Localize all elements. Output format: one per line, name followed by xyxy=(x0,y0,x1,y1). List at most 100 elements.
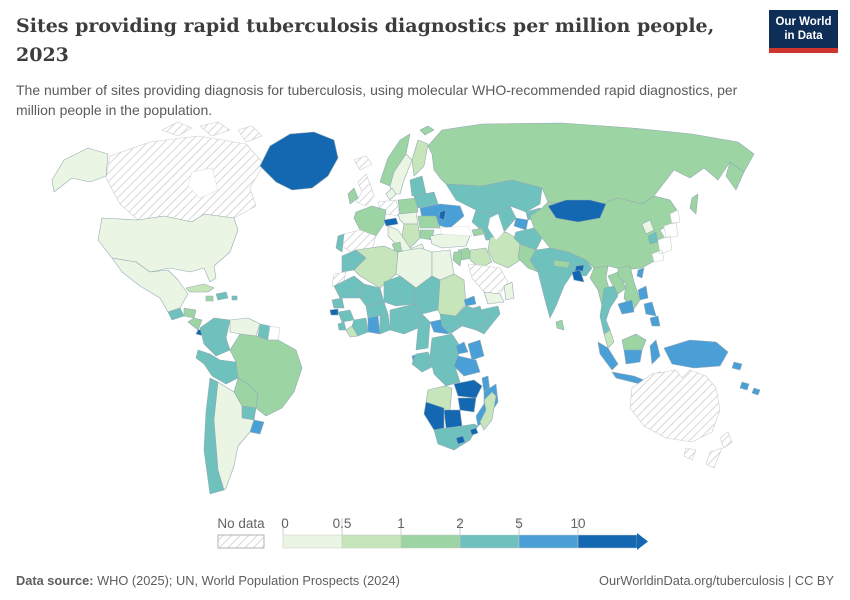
region-finland[interactable] xyxy=(411,139,429,177)
region-poland[interactable] xyxy=(397,197,419,215)
legend-swatch-5-10[interactable] xyxy=(518,534,579,549)
region-balkans[interactable] xyxy=(401,223,421,249)
region-tasmania[interactable] xyxy=(683,447,697,461)
region-canada[interactable] xyxy=(105,135,265,223)
region-arctic_islands[interactable] xyxy=(161,121,263,143)
region-indonesia[interactable] xyxy=(597,341,619,371)
region-nepal[interactable] xyxy=(553,259,571,269)
region-sierra_leone[interactable] xyxy=(337,321,347,331)
region-suriname[interactable] xyxy=(267,325,281,341)
region-tajikistan[interactable] xyxy=(513,217,529,231)
region-portugal[interactable] xyxy=(335,233,345,253)
region-greenland[interactable] xyxy=(259,131,339,191)
region-north_korea[interactable] xyxy=(641,219,655,235)
region-iceland[interactable] xyxy=(353,155,373,171)
legend-swatch-0-0.5[interactable] xyxy=(282,534,343,549)
region-cuba[interactable] xyxy=(185,283,215,293)
region-guinea[interactable] xyxy=(337,309,355,323)
region-south_africa[interactable] xyxy=(433,423,479,451)
legend-swatch-2-5[interactable] xyxy=(459,534,520,549)
region-madagascar[interactable] xyxy=(479,391,497,431)
legend-swatch-10plus[interactable] xyxy=(577,534,638,549)
region-new_zealand[interactable] xyxy=(705,431,733,469)
region-taiwan[interactable] xyxy=(636,267,645,279)
region-paraguay[interactable] xyxy=(241,405,257,421)
region-georgia[interactable] xyxy=(471,227,485,237)
region-yemen[interactable] xyxy=(483,291,505,305)
region-svalbard[interactable] xyxy=(419,125,435,136)
region-romania[interactable] xyxy=(417,215,441,229)
region-kenya[interactable] xyxy=(467,339,485,361)
region-bangladesh[interactable] xyxy=(571,269,585,283)
region-japan[interactable] xyxy=(651,209,681,263)
region-guinea_bissau[interactable] xyxy=(329,308,339,316)
region-australia[interactable] xyxy=(629,369,721,443)
region-tanzania[interactable] xyxy=(453,355,481,377)
region-new_guinea[interactable] xyxy=(663,339,729,369)
region-hispaniola[interactable] xyxy=(215,291,229,301)
legend-tick-label: 0.5 xyxy=(333,516,352,531)
region-denmark[interactable] xyxy=(385,187,397,201)
region-israel_jordan[interactable] xyxy=(452,251,463,267)
region-fiji[interactable] xyxy=(751,387,761,396)
region-gabon_congo[interactable] xyxy=(411,351,435,373)
region-thailand[interactable] xyxy=(599,285,619,335)
footer-link[interactable]: OurWorldinData.org/tuberculosis | CC BY xyxy=(599,573,834,588)
region-senegal[interactable] xyxy=(331,297,345,309)
region-vanuatu[interactable] xyxy=(739,381,750,391)
region-somalia[interactable] xyxy=(475,305,501,335)
region-borneo_malaysia[interactable] xyxy=(621,333,647,351)
region-cameroon[interactable] xyxy=(415,313,431,351)
region-jamaica[interactable] xyxy=(205,295,214,302)
legend-swatch-1-2[interactable] xyxy=(400,534,461,549)
region-argentina[interactable] xyxy=(213,381,255,491)
region-indonesia[interactable] xyxy=(649,339,661,365)
region-moldova[interactable] xyxy=(438,209,447,221)
region-uganda[interactable] xyxy=(455,341,469,355)
region-sudan[interactable] xyxy=(437,273,467,317)
region-united_states[interactable] xyxy=(51,147,109,193)
region-honduras[interactable] xyxy=(183,307,197,319)
region-togo_benin[interactable] xyxy=(379,313,391,335)
region-nigeria[interactable] xyxy=(389,303,423,335)
region-switzerland_austria[interactable] xyxy=(383,217,399,227)
region-indonesia[interactable] xyxy=(611,371,645,385)
region-solomon_islands[interactable] xyxy=(731,361,743,371)
region-puerto_rico[interactable] xyxy=(231,295,238,301)
region-iraq[interactable] xyxy=(469,247,493,269)
data-source-label: Data source: xyxy=(16,573,94,588)
region-lesotho[interactable] xyxy=(455,435,466,445)
region-india[interactable] xyxy=(529,247,593,319)
legend-no-data-swatch[interactable] xyxy=(217,534,265,549)
region-laos[interactable] xyxy=(607,271,627,295)
region-cote_divoire[interactable] xyxy=(351,317,369,337)
region-bhutan[interactable] xyxy=(574,264,585,272)
region-france[interactable] xyxy=(353,205,387,237)
region-eswatini[interactable] xyxy=(469,427,479,436)
region-drc[interactable] xyxy=(429,333,461,387)
region-sri_lanka[interactable] xyxy=(555,319,565,331)
region-belarus[interactable] xyxy=(413,191,439,209)
region-philippines[interactable] xyxy=(637,285,661,327)
region-oman[interactable] xyxy=(503,281,515,301)
region-baltics[interactable] xyxy=(409,175,427,197)
region-colombia[interactable] xyxy=(199,317,231,357)
region-south_sudan[interactable] xyxy=(439,313,463,335)
region-indonesia[interactable] xyxy=(623,349,643,365)
region-zimbabwe[interactable] xyxy=(457,397,477,413)
region-ghana[interactable] xyxy=(367,315,381,335)
region-peru[interactable] xyxy=(203,353,239,385)
region-malaysia_peninsula[interactable] xyxy=(603,329,615,349)
region-zambia[interactable] xyxy=(453,379,483,399)
region-mexico[interactable] xyxy=(111,257,189,313)
region-mongolia[interactable] xyxy=(547,199,607,223)
legend-swatch-0.5-1[interactable] xyxy=(341,534,402,549)
region-botswana[interactable] xyxy=(443,409,463,429)
region-cambodia[interactable] xyxy=(617,299,635,315)
region-uruguay[interactable] xyxy=(249,419,265,435)
region-saudi_arabia[interactable] xyxy=(467,263,509,295)
region-uk[interactable] xyxy=(355,173,375,207)
region-venezuela[interactable] xyxy=(229,317,261,337)
region-ireland[interactable] xyxy=(347,187,359,205)
region-eritrea[interactable] xyxy=(463,295,477,307)
